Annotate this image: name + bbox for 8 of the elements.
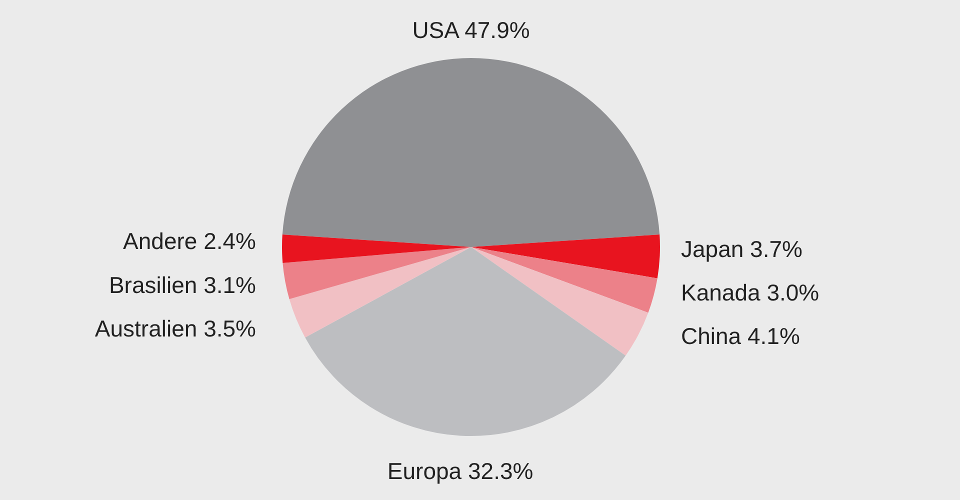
slice-label: Kanada 3.0% (681, 280, 820, 306)
slice-label: USA 47.9% (412, 17, 530, 43)
slice-label: Japan 3.7% (681, 236, 802, 262)
slice-label: Brasilien 3.1% (108, 272, 256, 298)
slice-label: Australien 3.5% (94, 316, 256, 342)
slice-label: Europa 32.3% (387, 458, 534, 484)
slice-label: Andere 2.4% (123, 228, 256, 254)
slice-label: China 4.1% (681, 323, 800, 350)
